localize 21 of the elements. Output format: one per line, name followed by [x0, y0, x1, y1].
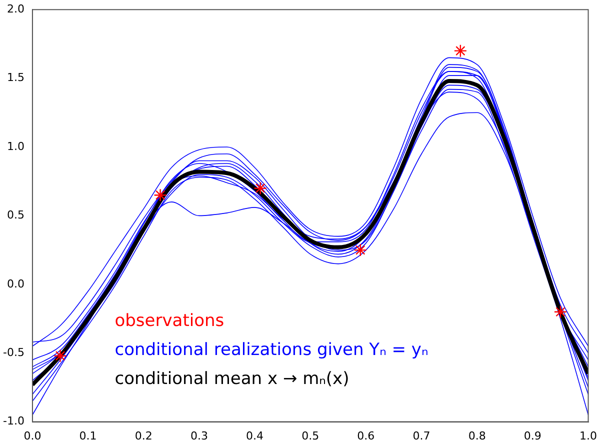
x-tick-label: 0.2 [134, 429, 152, 442]
x-tick-label: 0.9 [524, 429, 542, 442]
y-tick-label: -0.5 [2, 346, 24, 359]
y-tick-label: 1.0 [6, 140, 24, 153]
y-tick-label: -1.0 [2, 414, 24, 428]
x-tick-label: 0.8 [468, 429, 486, 442]
y-tick-label: 0.5 [6, 208, 24, 222]
text: observations [114, 311, 224, 332]
x-tick-label: 0.7 [412, 429, 430, 442]
y-tick-label: 0.0 [6, 277, 24, 290]
x-tick-label: 0.3 [190, 429, 208, 442]
y-tick-label: 2.0 [6, 2, 24, 16]
x-tick-label: 0.6 [357, 429, 375, 442]
x-tick-label: 1.0 [580, 429, 598, 442]
x-tick-label: 0.4 [246, 429, 264, 442]
x-tick-label: 0.5 [302, 429, 320, 442]
x-tick-label: 0.0 [24, 429, 42, 442]
text: conditional mean x → mₙ(x) [114, 369, 350, 390]
text: conditional realizations given Yₙ = yₙ [114, 340, 428, 360]
y-tick-label: 1.5 [6, 71, 24, 84]
x-tick-label: 0.1 [79, 429, 97, 442]
